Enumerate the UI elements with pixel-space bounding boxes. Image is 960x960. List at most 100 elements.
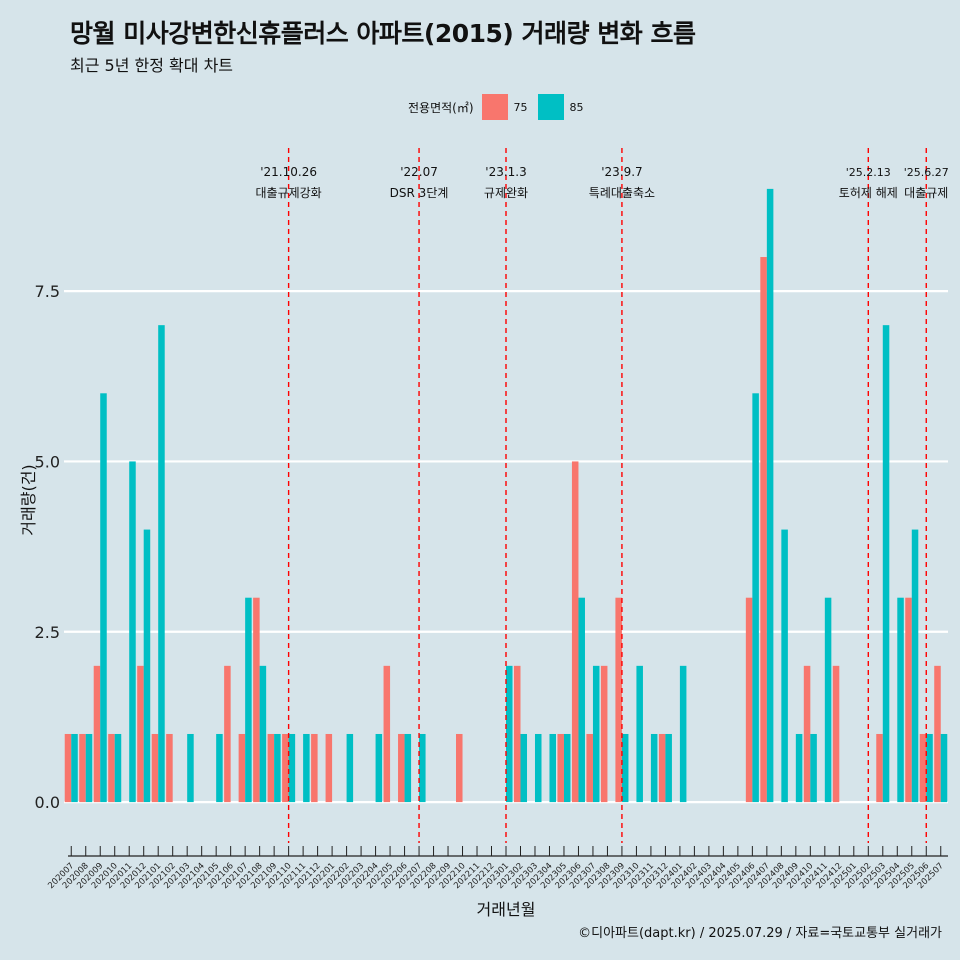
bar-85-202505 — [911, 529, 919, 803]
bar-75-202107 — [238, 733, 246, 803]
bar-75-202507 — [934, 665, 941, 803]
bar-75-202407 — [760, 257, 767, 803]
event-date-label: '25.6.27 — [904, 166, 949, 179]
event-name-label: DSR 3단계 — [390, 186, 449, 200]
bar-85-202206 — [404, 733, 412, 803]
bar-85-202101 — [158, 325, 165, 803]
bar-75-202010 — [108, 733, 115, 803]
bar-85-202007 — [71, 733, 78, 803]
legend: 전용면적(㎡) 75 85 — [408, 93, 594, 121]
bar-75-202309 — [615, 597, 622, 803]
bar-85-202407 — [766, 188, 774, 803]
bar-75-202201 — [325, 733, 333, 803]
bar-85-202506 — [926, 733, 933, 803]
bar-75-202506 — [919, 733, 927, 803]
event-date-label: '23.1.3 — [485, 165, 526, 179]
bar-85-202312 — [665, 733, 672, 803]
legend-label-75: 75 — [513, 100, 528, 114]
event-date-label: '21.10.26 — [260, 165, 317, 179]
y-tick-label: 2.5 — [35, 623, 60, 642]
bar-85-202411 — [824, 597, 832, 803]
bar-75-202406 — [745, 597, 753, 803]
bar-85-202311 — [650, 733, 658, 803]
bar-75-202410 — [803, 665, 811, 803]
x-axis-title: 거래년월 — [477, 900, 536, 919]
bar-85-202310 — [636, 665, 643, 803]
bar-75-202106 — [224, 665, 231, 803]
bar-75-202306 — [571, 461, 579, 803]
bar-75-202412 — [832, 665, 840, 803]
bar-85-202010 — [114, 733, 122, 803]
bar-85-202309 — [621, 733, 629, 803]
event-date-label: '22.07 — [400, 165, 438, 179]
event-name-label: 대출규제 — [904, 186, 948, 200]
y-tick-label: 7.5 — [35, 282, 60, 301]
bar-75-202505 — [905, 597, 912, 803]
y-axis-title: 거래량(건) — [19, 464, 38, 535]
bar-85-202202 — [346, 733, 354, 803]
bar-85-202503 — [882, 325, 890, 803]
bar-85-202406 — [752, 393, 759, 803]
bar-75-202007 — [64, 733, 72, 803]
bar-75-202210 — [456, 733, 463, 803]
bar-75-202307 — [586, 733, 593, 803]
bar-85-202008 — [85, 733, 93, 803]
bar-75-202308 — [600, 665, 608, 803]
bar-85-202110 — [288, 733, 296, 803]
bar-85-202307 — [592, 665, 600, 803]
bar-75-202206 — [398, 733, 405, 803]
legend-swatch-85 — [537, 94, 564, 120]
bar-85-202105 — [216, 733, 223, 803]
bar-85-202107 — [245, 597, 252, 803]
bar-75-202205 — [383, 665, 391, 803]
bar-75-202109 — [267, 733, 275, 803]
bar-85-202408 — [781, 529, 788, 803]
event-name-label: 토허제 해제 — [839, 186, 898, 200]
bar-75-202008 — [79, 733, 86, 803]
y-tick-label: 5.0 — [35, 452, 60, 471]
legend-title: 전용면적(㎡) — [408, 100, 474, 115]
legend-label-85: 85 — [569, 100, 584, 114]
chart-subtitle: 최근 5년 한정 확대 차트 — [70, 56, 234, 75]
bar-85-202302 — [520, 733, 528, 803]
bar-75-202101 — [151, 733, 159, 803]
event-date-label: '23.9.7 — [601, 165, 642, 179]
bar-85-202410 — [810, 733, 817, 803]
bar-85-202009 — [100, 393, 107, 803]
bar-85-202401 — [679, 665, 687, 803]
bar-75-202012 — [137, 665, 144, 803]
bar-75-202503 — [876, 733, 883, 803]
bar-85-202305 — [563, 733, 571, 803]
source-caption: ©디아파트(dapt.kr) / 2025.07.29 / 자료=국토교통부 실… — [578, 926, 942, 941]
bar-85-202109 — [274, 733, 281, 803]
event-name-label: 대출규제강화 — [255, 186, 321, 200]
bar-75-202305 — [557, 733, 564, 803]
bar-75-202102 — [166, 733, 173, 803]
legend-swatch-75 — [481, 94, 508, 120]
event-name-label: 특례대출축소 — [589, 186, 655, 200]
bar-85-202204 — [375, 733, 383, 803]
bar-85-202504 — [897, 597, 904, 803]
bar-75-202110 — [282, 733, 289, 803]
bar-85-202409 — [795, 733, 803, 803]
bar-85-202207 — [419, 733, 426, 803]
bar-85-202306 — [578, 597, 585, 803]
bar-85-202301 — [506, 665, 513, 803]
bar-75-202302 — [513, 665, 521, 803]
bar-85-202108 — [259, 665, 267, 803]
bar-85-202507 — [940, 733, 948, 803]
bar-75-202108 — [253, 597, 260, 803]
bar-75-202009 — [93, 665, 101, 803]
bar-85-202011 — [129, 461, 136, 803]
event-date-label: '25.2.13 — [846, 166, 891, 179]
bar-75-202112 — [311, 733, 318, 803]
chart-title: 망월 미사강변한신휴플러스 아파트(2015) 거래량 변화 흐름 — [70, 19, 696, 48]
bar-75-202312 — [658, 733, 666, 803]
bar-85-202303 — [534, 733, 542, 803]
y-tick-label: 0.0 — [35, 793, 60, 812]
bar-85-202111 — [303, 733, 310, 803]
bar-85-202103 — [187, 733, 194, 803]
bar-85-202304 — [549, 733, 556, 803]
event-name-label: 규제완화 — [484, 186, 528, 200]
